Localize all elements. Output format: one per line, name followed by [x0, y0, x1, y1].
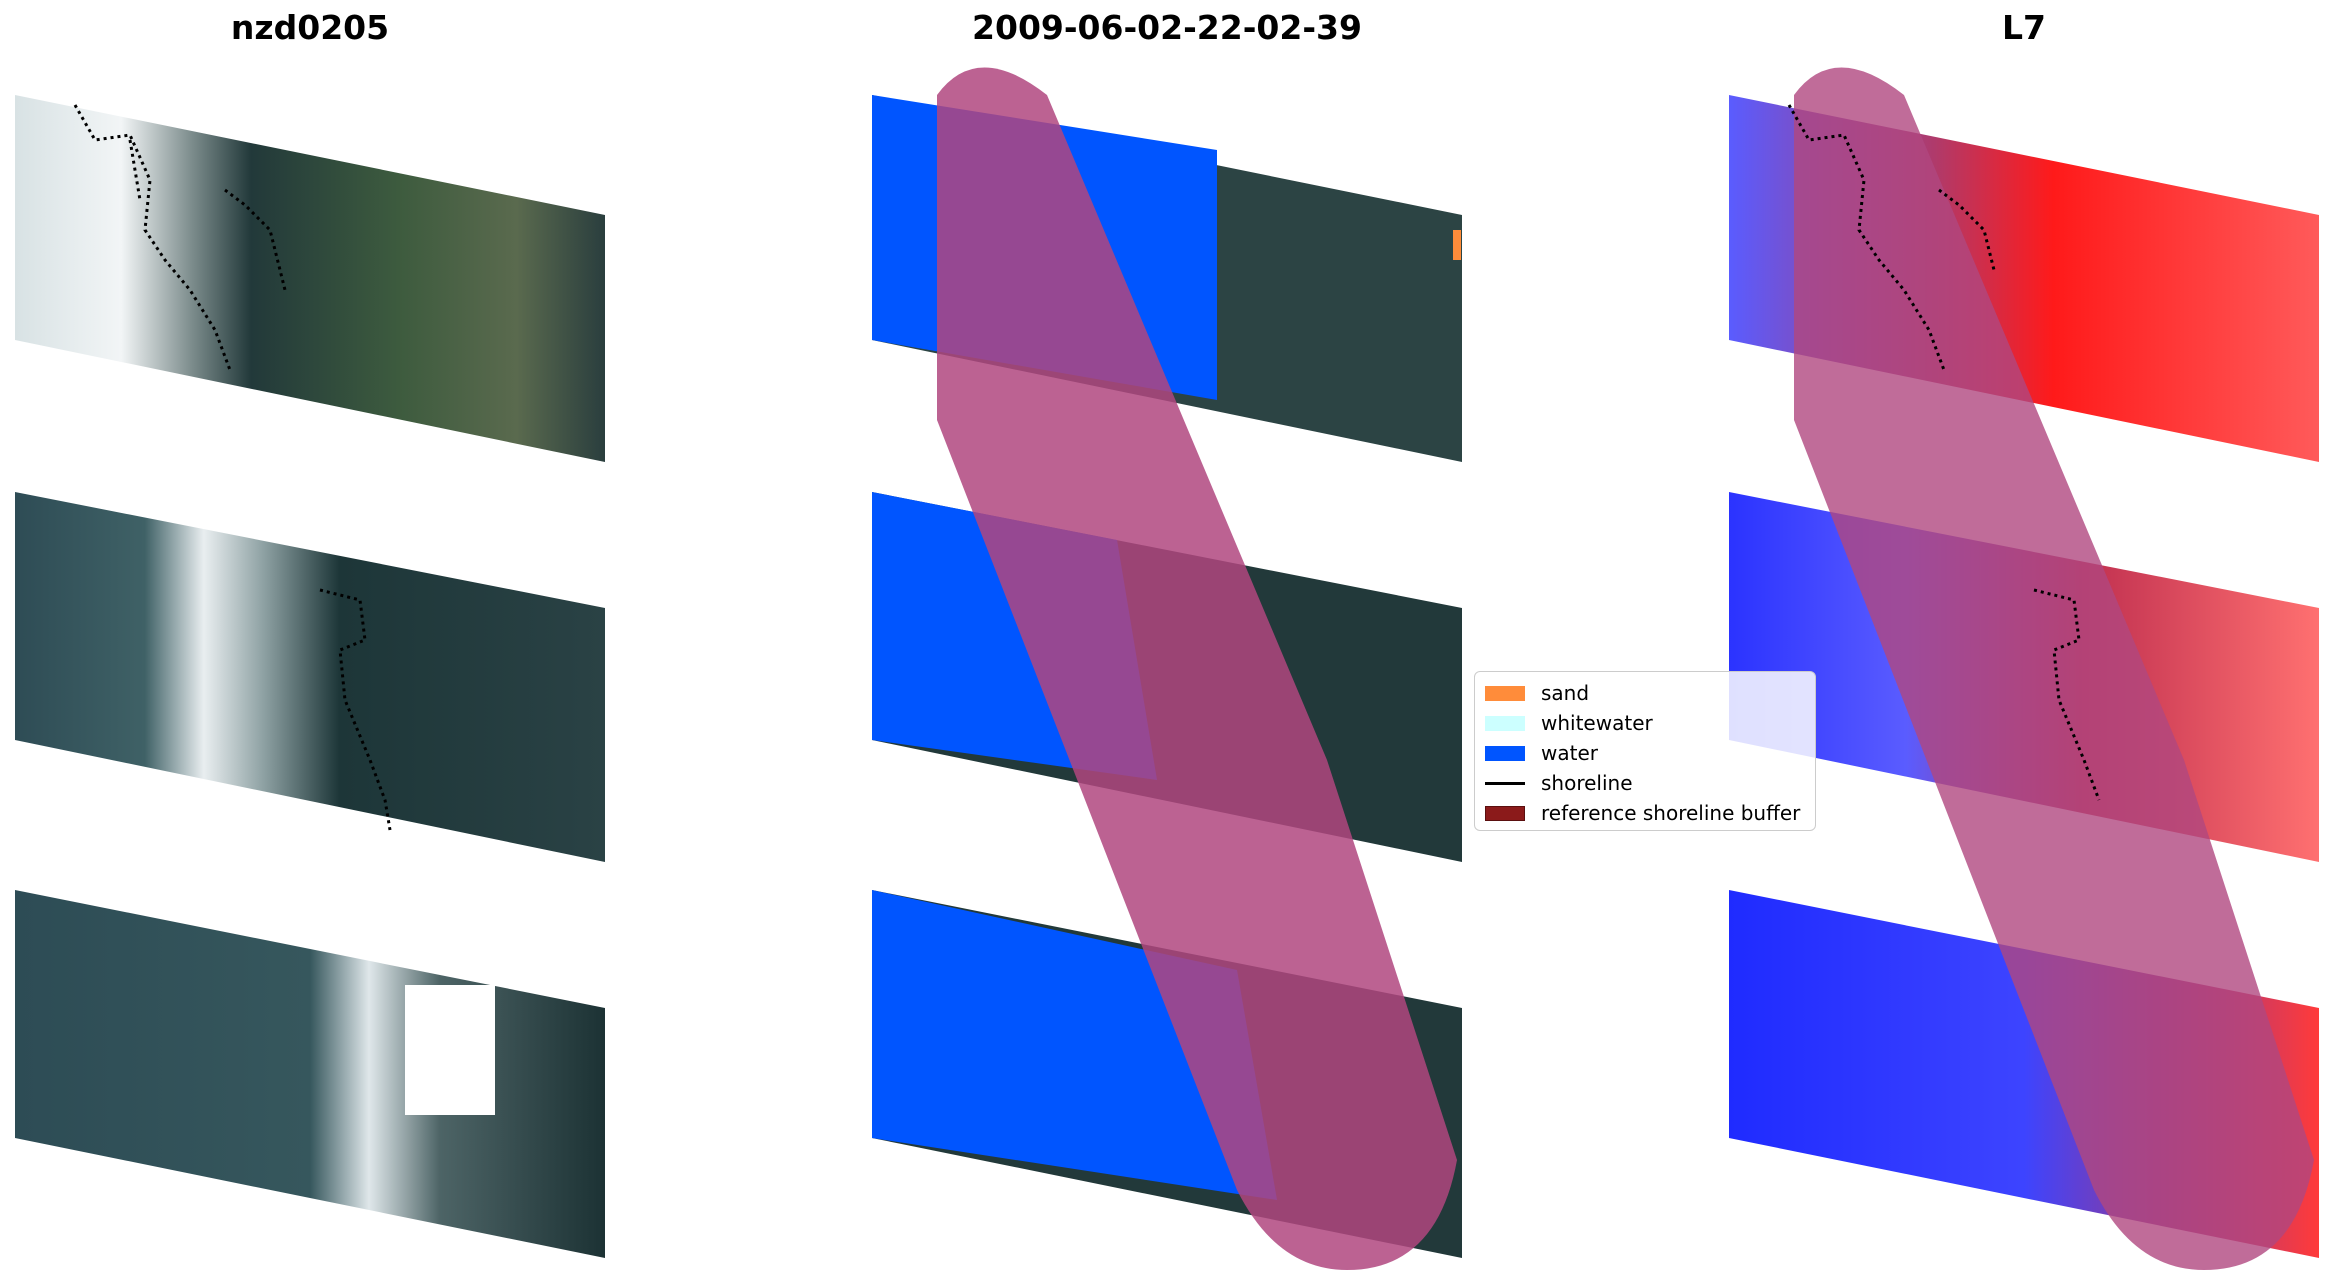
legend-label: shoreline — [1541, 771, 1633, 795]
legend-item-sand: sand — [1485, 678, 1805, 708]
legend-swatch-water — [1485, 745, 1525, 761]
panel-title: L7 — [2002, 8, 2046, 47]
panel-rgb: nzd0205 — [0, 0, 620, 1283]
panel-index: L7 — [1714, 0, 2334, 1283]
image-strip-middle — [15, 492, 605, 862]
index-image — [1729, 67, 2319, 1270]
legend-item-whitewater: whitewater — [1485, 708, 1805, 738]
legend-line-shoreline — [1485, 781, 1525, 785]
legend-item-water: water — [1485, 738, 1805, 768]
panel-title: nzd0205 — [230, 8, 390, 47]
panel-title: 2009-06-02-22-02-39 — [972, 8, 1362, 47]
reference-shoreline-buffer — [937, 67, 1457, 1270]
legend-item-reference-shoreline-buffer: reference shoreline buffer — [1485, 798, 1805, 828]
shoreline-path — [73, 104, 392, 831]
panel-classification: 2009-06-02-22-02-39 — [857, 0, 1477, 1283]
legend-swatch-sand — [1485, 685, 1525, 701]
legend-item-shoreline: shoreline — [1485, 768, 1805, 798]
shoreline-path — [1787, 104, 2101, 801]
legend-label: sand — [1541, 681, 1590, 705]
legend-swatch-whitewater — [1485, 715, 1525, 731]
rgb-image — [15, 95, 605, 1258]
legend-label: reference shoreline buffer — [1541, 801, 1801, 825]
classification-image — [872, 67, 1462, 1270]
sand-pixel — [1453, 230, 1461, 260]
image-strip-bottom — [15, 890, 605, 1258]
legend: sand whitewater water shoreline referenc… — [1474, 671, 1816, 831]
image-strip-top — [15, 95, 605, 462]
legend-label: water — [1541, 741, 1598, 765]
legend-label: whitewater — [1541, 711, 1653, 735]
legend-swatch-buffer — [1485, 805, 1525, 821]
reference-shoreline-buffer — [1794, 67, 2314, 1270]
cloud-mask-gap — [405, 985, 495, 1115]
